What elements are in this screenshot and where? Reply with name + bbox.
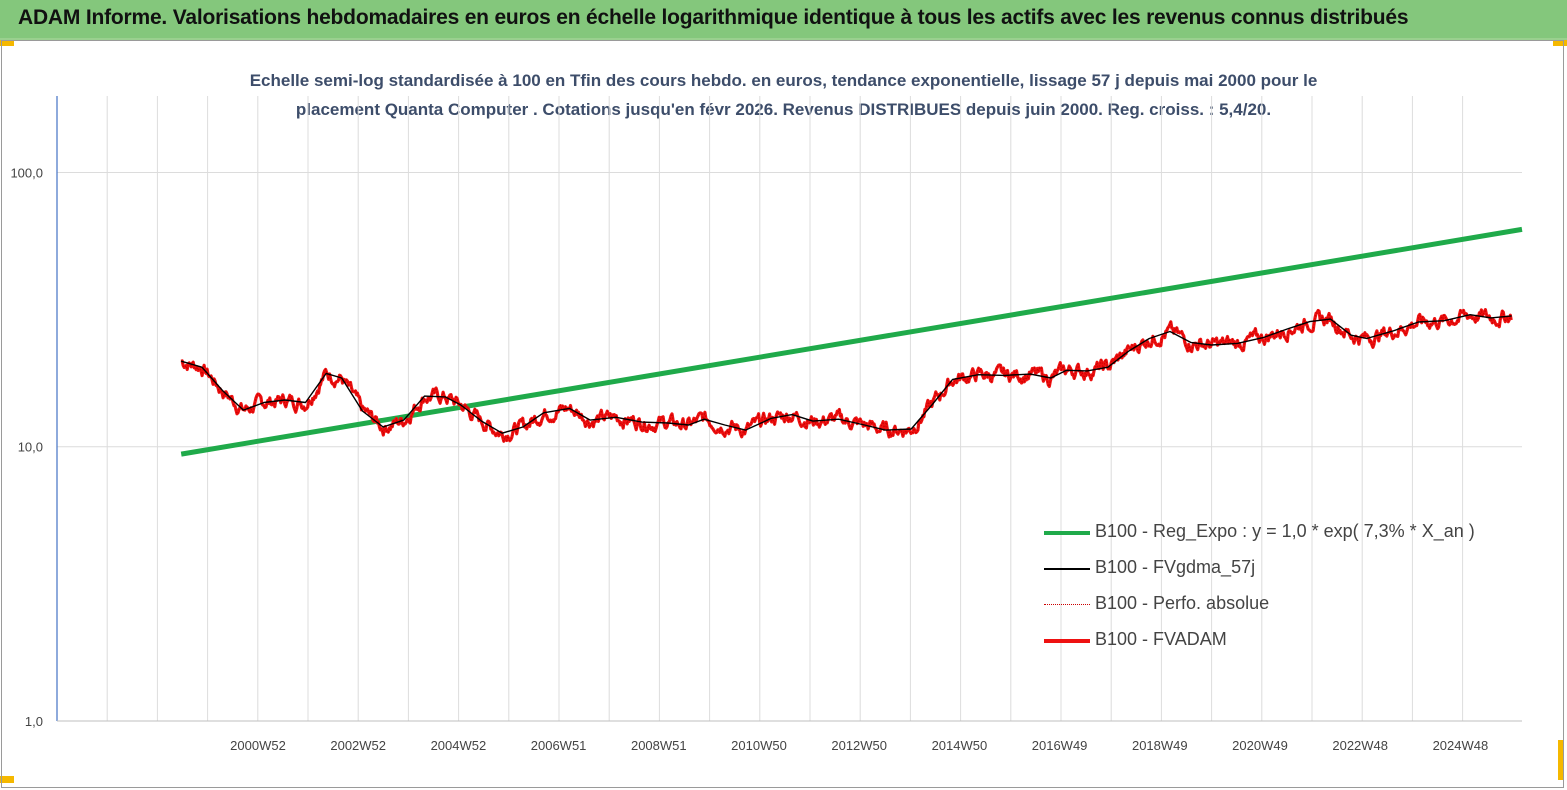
corner-marker-top-right [1553,40,1567,46]
chart-subtitle: Echelle semi-log standardisée à 100 en T… [0,66,1567,124]
x-tick-label: 2020W49 [1232,738,1288,753]
legend-label: B100 - FVADAM [1095,629,1227,649]
legend-swatch [1044,568,1090,570]
legend-label: B100 - Reg_Expo : y = 1,0 * exp( 7,3% * … [1095,521,1475,541]
corner-marker-bottom-left [0,776,14,783]
x-tick-label: 2010W50 [731,738,787,753]
legend-label: B100 - Perfo. absolue [1095,593,1270,613]
corner-marker-top-left [0,40,14,46]
series-line-reg-expo [180,226,1523,457]
series-line-perfo-absolue [181,307,1512,443]
chart-subtitle-line2: placement Quanta Computer . Cotations ju… [295,100,1272,119]
x-tick-label: 2018W49 [1132,738,1188,753]
chart-subtitle-line1: Echelle semi-log standardisée à 100 en T… [249,71,1318,90]
legend-label: B100 - FVgdma_57j [1095,557,1256,577]
series-line-fvgdma-57j [181,314,1512,434]
header-bar: ADAM Informe. Valorisations hebdomadaire… [0,0,1567,40]
legend-swatch [1044,531,1090,535]
x-tick-label: 2004W52 [431,738,487,753]
x-tick-label: 2022W48 [1332,738,1388,753]
x-tick-label: 2000W52 [230,738,286,753]
x-tick-label: 2016W49 [1032,738,1088,753]
x-tick-label: 2012W50 [831,738,887,753]
legend-swatch [1044,639,1090,643]
x-tick-label: 2024W48 [1433,738,1489,753]
x-tick-label: 2008W51 [631,738,687,753]
legend-swatch [1044,604,1090,605]
y-tick-label: 10,0 [18,440,43,455]
x-tick-label: 2006W51 [531,738,587,753]
page-title: ADAM Informe. Valorisations hebdomadaire… [18,6,1409,29]
x-tick-label: 2002W52 [330,738,386,753]
corner-marker-bottom-right [1558,740,1564,780]
y-tick-label: 1,0 [25,714,43,729]
x-tick-label: 2014W50 [932,738,988,753]
y-tick-label: 100,0 [10,165,43,180]
